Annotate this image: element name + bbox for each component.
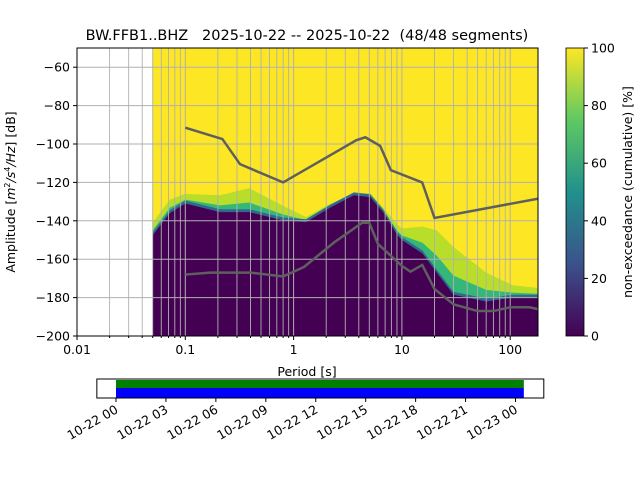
x-tick-label: 10 (394, 342, 410, 357)
noise-model-nlnm (185, 221, 538, 313)
time-tick-label: 10-23 00 (464, 402, 520, 443)
y-tick-label: −200 (36, 329, 70, 344)
y-tick-label: −160 (36, 252, 70, 267)
colorbar (565, 47, 585, 337)
y-tick-label: −140 (36, 213, 70, 228)
time-tick-label: 10-22 18 (364, 402, 420, 443)
y-tick-label: −120 (36, 175, 70, 190)
coverage-green-bar (116, 380, 524, 388)
y-axis-label: Amplitude [m2/s4/Hz] [dB] (3, 111, 18, 272)
colorbar-tick-label: 60 (591, 156, 607, 171)
y-axis: −60 −80 −100 −120 −140 −160 −180 −200 (36, 60, 77, 344)
x-tick-label: 100 (498, 342, 522, 357)
colorbar-tick-label: 80 (591, 98, 607, 113)
y-tick-label: −100 (36, 137, 70, 152)
plot-frame (76, 47, 539, 337)
time-tick-label: 10-22 06 (164, 402, 220, 443)
colorbar-tick-label: 20 (591, 271, 607, 286)
time-tick-label: 10-22 15 (314, 402, 370, 443)
time-tick-label: 10-22 00 (64, 402, 120, 443)
colorbar-ticks: 0 20 40 60 80 100 (584, 41, 615, 344)
time-tick-label: 10-22 21 (414, 402, 470, 443)
ppsd-plot (76, 47, 539, 337)
x-axis-label: Period [s] (277, 364, 336, 379)
x-tick-label: 1 (290, 342, 298, 357)
x-tick-label: 0.01 (63, 342, 91, 357)
y-tick-label: −180 (36, 290, 70, 305)
time-tick-label: 10-22 03 (114, 402, 170, 443)
time-tick-label: 10-22 09 (214, 402, 270, 443)
colorbar-tick-label: 100 (591, 41, 615, 56)
chart-title: BW.FFB1..BHZ 2025-10-22 -- 2025-10-22 (4… (86, 28, 529, 44)
time-tick-label: 10-22 12 (264, 402, 320, 443)
y-tick-label: −60 (44, 60, 70, 75)
noise-model-nhnm (184, 126, 538, 220)
colorbar-tick-label: 40 (591, 213, 607, 228)
y-tick-label: −80 (44, 98, 70, 113)
x-axis: 0.01 0.1 1 10 100 (63, 336, 522, 357)
coverage-blue-bar (116, 388, 524, 398)
colorbar-tick-label: 0 (591, 329, 599, 344)
plot-area (77, 48, 538, 336)
x-tick-label: 0.1 (175, 342, 195, 357)
colorbar-label: non-exceedance (cumulative) [%] (620, 86, 635, 298)
